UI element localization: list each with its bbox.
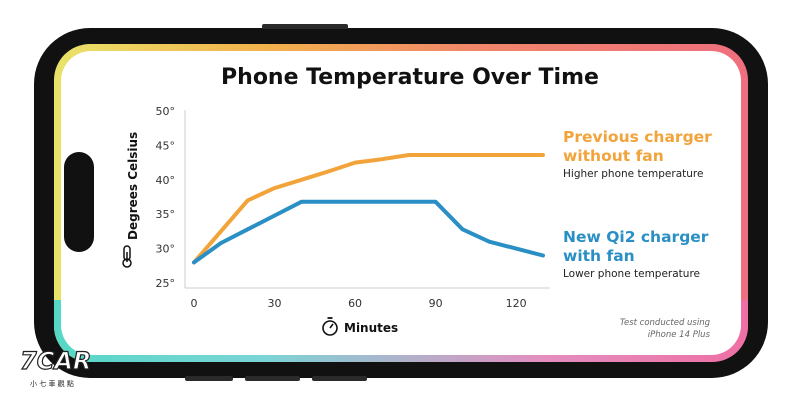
y-tick-label-30: 30° [156,243,176,256]
x-tick-labels: 0 30 60 90 120 [191,297,527,310]
y-axis-label-group: Degrees Celsius [122,132,140,268]
series-line-previous-charger [192,153,545,265]
y-tick-label-50: 50° [156,105,176,118]
series-line-new-charger [192,199,545,265]
legend-new-charger-line2: with fan [563,247,635,265]
stopwatch-icon [322,317,338,336]
phone-side-button-2 [245,376,300,381]
y-axis-label: Degrees Celsius [126,132,140,240]
y-tick-label-40: 40° [156,174,176,187]
series-lines [192,153,545,265]
x-axis-label-group: Minutes [322,317,398,336]
y-tick-label-35: 35° [156,208,176,221]
legend: Previous charger without fan Higher phon… [563,128,712,280]
thermometer-icon [122,245,132,268]
y-tick-labels: 25° 30° 35° 40° 45° 50° [156,105,176,290]
x-tick-label-0: 0 [191,297,198,310]
y-tick-label-45: 45° [156,139,176,152]
legend-previous-charger-subtitle: Higher phone temperature [563,168,703,180]
chart-title: Phone Temperature Over Time [221,65,599,90]
legend-new-charger-subtitle: Lower phone temperature [563,268,700,280]
x-axis-label: Minutes [344,321,398,335]
watermark-logo-text: 7CAR [20,347,91,375]
watermark-caption: 小 七 車 觀 點 [30,379,74,388]
x-tick-label-30: 30 [268,297,282,310]
phone-side-button-3 [312,376,367,381]
test-note-line2: iPhone 14 Plus [648,330,711,340]
y-tick-label-25: 25° [156,277,176,290]
test-note: Test conducted using iPhone 14 Plus [620,318,711,340]
watermark-logo: 7CAR 小 七 車 觀 點 [19,346,92,388]
legend-previous-charger-line1: Previous charger [563,128,712,146]
phone-side-button-top [262,24,348,29]
test-note-line1: Test conducted using [620,318,711,328]
x-tick-label-120: 120 [506,297,527,310]
legend-previous-charger-line2: without fan [563,147,664,165]
phone-side-button-1 [185,376,233,381]
x-tick-label-90: 90 [429,297,443,310]
dynamic-island [64,152,94,252]
legend-new-charger-line1: New Qi2 charger [563,228,709,246]
x-tick-label-60: 60 [348,297,362,310]
